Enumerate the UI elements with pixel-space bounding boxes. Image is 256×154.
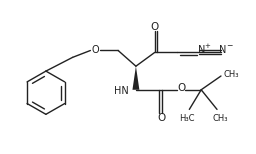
Polygon shape (132, 66, 139, 90)
Text: N: N (198, 45, 205, 55)
Text: CH₃: CH₃ (212, 114, 228, 123)
Text: HN: HN (114, 86, 129, 96)
Text: O: O (157, 113, 166, 123)
Text: CH₃: CH₃ (224, 70, 239, 79)
Text: O: O (151, 22, 159, 32)
Text: N: N (219, 45, 227, 55)
Text: O: O (177, 83, 186, 93)
Text: H₃C: H₃C (180, 114, 195, 123)
Text: O: O (92, 45, 99, 55)
Text: +: + (204, 43, 210, 49)
Text: −: − (226, 41, 232, 50)
